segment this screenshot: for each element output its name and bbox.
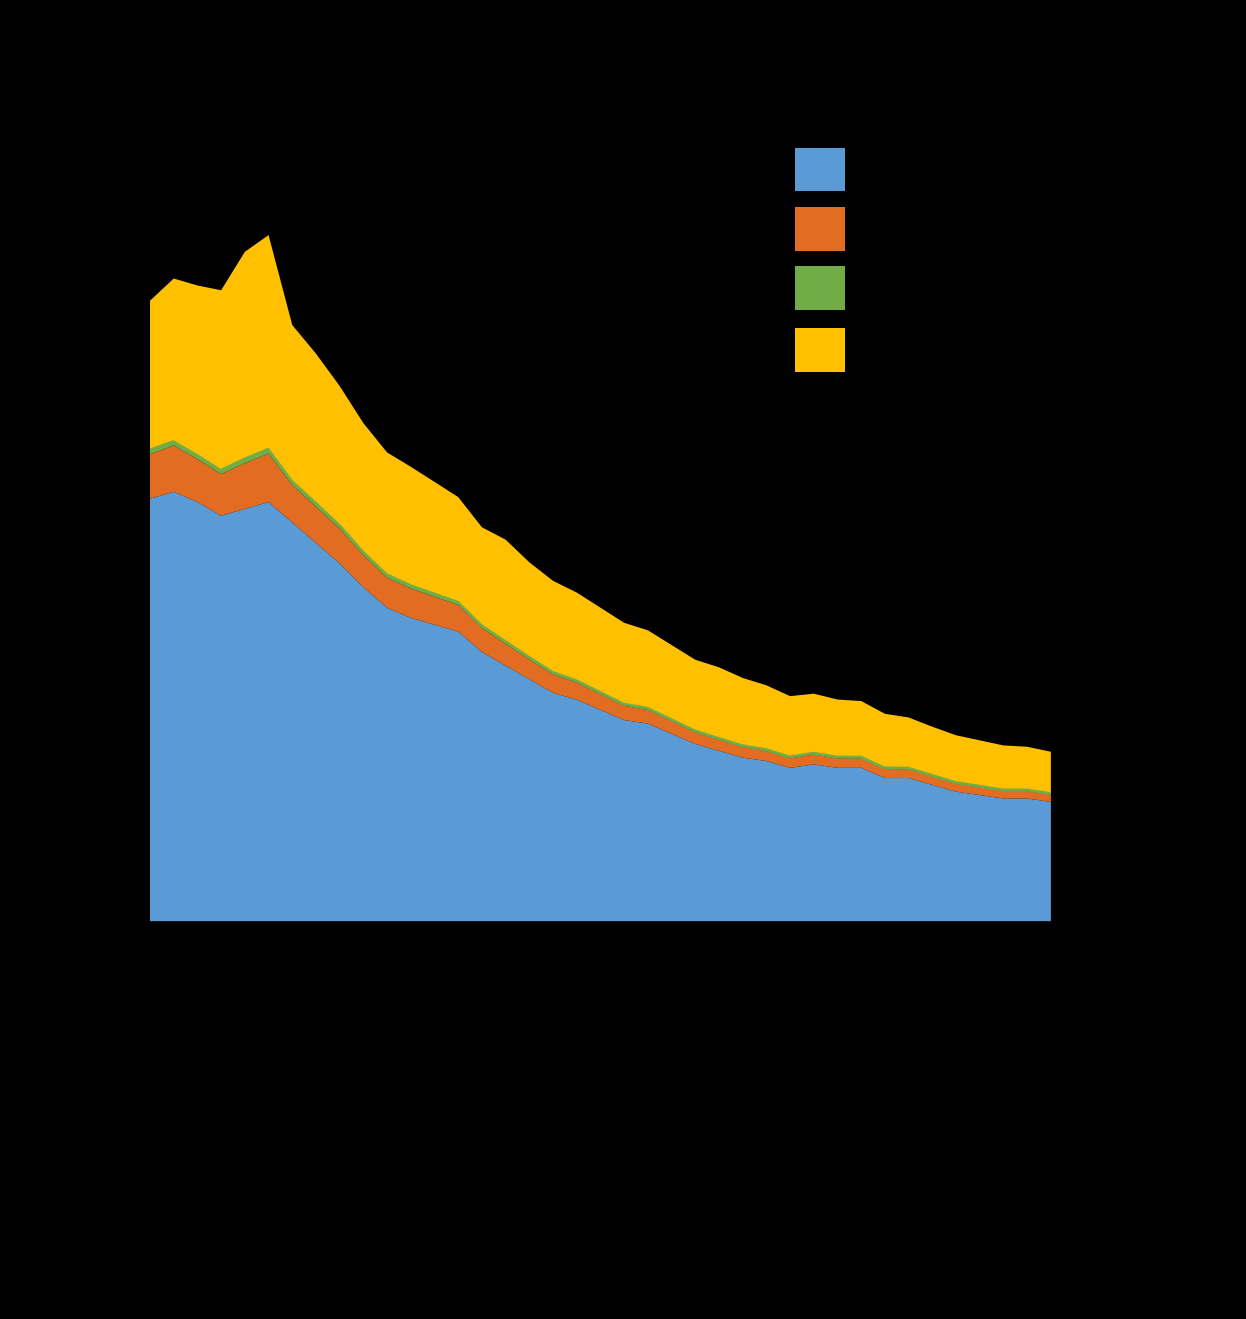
Text: 千t: 千t: [125, 47, 155, 77]
